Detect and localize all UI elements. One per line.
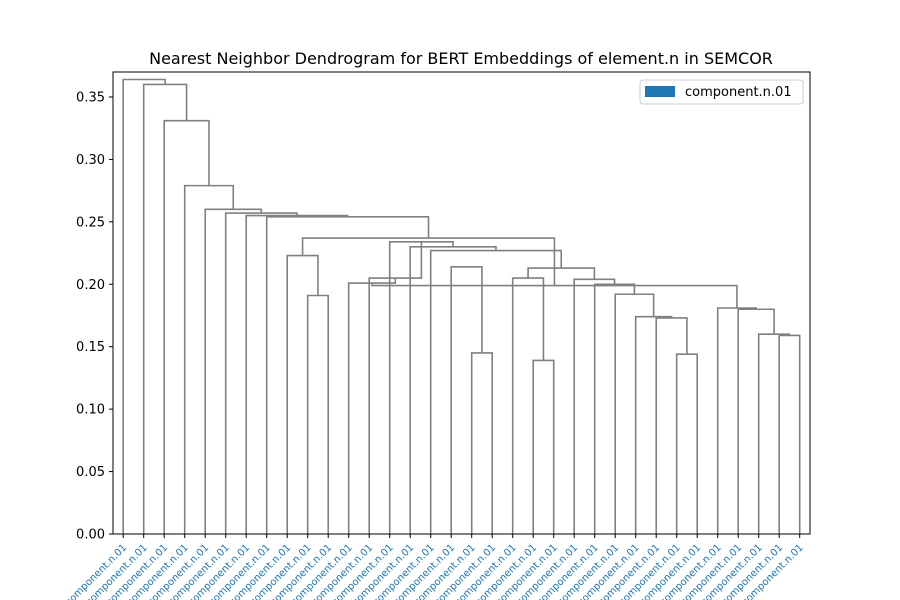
dendrogram-link bbox=[163, 119, 210, 534]
dendrogram-link bbox=[409, 246, 497, 534]
dendrogram-link bbox=[614, 293, 655, 534]
dendrogram-link bbox=[532, 359, 555, 534]
dendrogram-link bbox=[371, 283, 738, 308]
dendrogram-link bbox=[716, 307, 757, 534]
dendrogram-link bbox=[450, 265, 483, 534]
dendrogram-link bbox=[470, 352, 493, 534]
y-axis: 0.00 0.05 0.10 0.15 0.20 0.25 0.30 0.35 bbox=[76, 90, 113, 543]
dendrogram-link bbox=[245, 214, 349, 534]
dendrogram-link bbox=[737, 308, 775, 534]
dendrogram-link bbox=[757, 333, 791, 534]
dendrogram-link bbox=[306, 294, 329, 534]
y-tick-label: 0.15 bbox=[76, 340, 105, 355]
dendrogram-link bbox=[265, 216, 430, 534]
dendrogram-link bbox=[634, 315, 673, 534]
chart-title: Nearest Neighbor Dendrogram for BERT Emb… bbox=[149, 49, 773, 68]
dendrogram-link bbox=[142, 83, 188, 534]
legend-swatch bbox=[645, 86, 675, 97]
legend: component.n.01 bbox=[639, 79, 804, 105]
dendrogram-link bbox=[655, 317, 688, 534]
dendrogram-link bbox=[573, 278, 616, 534]
y-tick-label: 0.20 bbox=[76, 278, 105, 293]
dendrogram-link bbox=[204, 208, 263, 534]
legend-box bbox=[639, 79, 804, 105]
dendrogram-link bbox=[778, 334, 801, 534]
y-tick-label: 0.00 bbox=[76, 528, 105, 543]
y-tick-label: 0.30 bbox=[76, 153, 105, 168]
y-tick-label: 0.10 bbox=[76, 403, 105, 418]
dendrogram-link bbox=[224, 212, 298, 534]
dendrogram-link bbox=[347, 278, 397, 534]
dendrogram-link bbox=[368, 241, 423, 534]
legend-label: component.n.01 bbox=[685, 85, 792, 100]
dendrogram-links bbox=[122, 78, 801, 534]
dendrogram-link bbox=[122, 78, 166, 534]
y-tick-label: 0.05 bbox=[76, 465, 105, 480]
y-tick-label: 0.25 bbox=[76, 215, 105, 230]
dendrogram-link bbox=[527, 267, 596, 280]
dendrogram-link bbox=[511, 277, 545, 534]
y-tick-label: 0.35 bbox=[76, 90, 105, 105]
dendrogram-link bbox=[675, 353, 698, 534]
plot-frame bbox=[112, 71, 811, 535]
dendrogram-link bbox=[429, 249, 563, 534]
x-axis-leaves: component.n.01component.n.01component.n.… bbox=[64, 534, 806, 600]
dendrogram-link bbox=[388, 241, 454, 534]
dendrogram-link bbox=[286, 254, 319, 534]
